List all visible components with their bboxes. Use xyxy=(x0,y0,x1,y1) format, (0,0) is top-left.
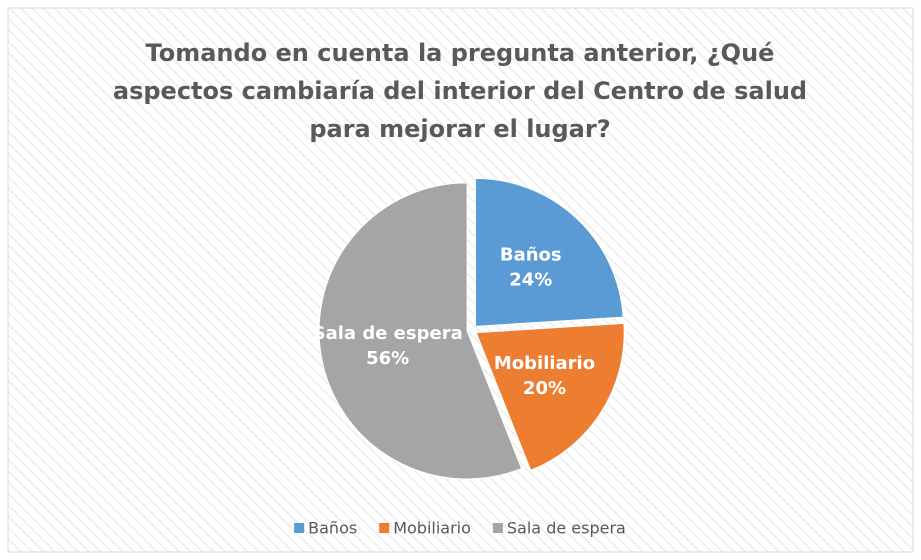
pie-slice xyxy=(318,182,523,480)
chart-title: Tomando en cuenta la pregunta anterior, … xyxy=(112,39,808,143)
legend: Baños Mobiliario Sala de espera xyxy=(294,519,626,538)
legend-swatch xyxy=(492,523,503,533)
legend-label: Sala de espera xyxy=(507,519,626,538)
data-label-value: 24% xyxy=(509,269,552,290)
data-label-category: Baños xyxy=(500,244,562,265)
legend-label: Mobiliario xyxy=(393,519,471,538)
data-label-value: 20% xyxy=(523,378,566,399)
pie-slice xyxy=(475,322,625,471)
legend-swatch xyxy=(379,523,390,533)
data-label-value: 56% xyxy=(366,348,409,369)
pie: Baños 24% Mobiliario 20% Sala de espera 56% xyxy=(313,177,625,480)
data-label-category: Mobiliario xyxy=(494,353,595,374)
pie-slice xyxy=(474,177,624,327)
legend-swatch xyxy=(294,523,305,533)
legend-label: Baños xyxy=(308,519,357,538)
data-label-category: Sala de espera xyxy=(313,323,463,344)
